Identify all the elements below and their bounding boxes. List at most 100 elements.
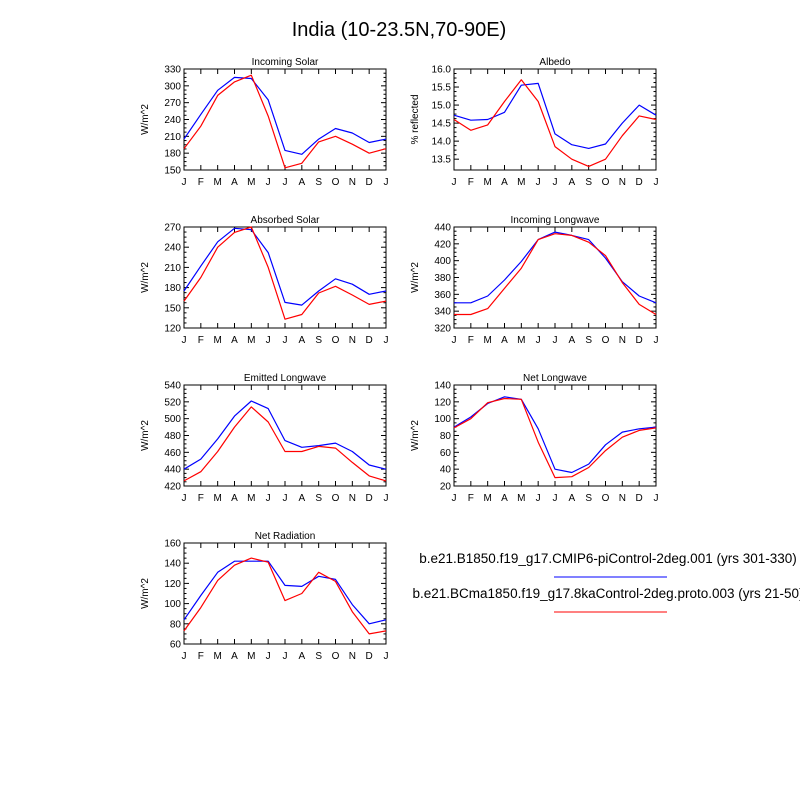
y-tick-label: 80 <box>440 431 452 442</box>
x-tick-label: S <box>585 493 592 504</box>
y-tick-label: 80 <box>170 619 182 630</box>
x-tick-label: M <box>247 493 255 504</box>
x-tick-label: M <box>247 177 255 188</box>
y-tick-label: 540 <box>164 381 181 392</box>
y-tick-label: 160 <box>164 539 181 550</box>
panel-incoming-solar: Incoming SolarW/m^2150180210240270300330… <box>140 57 389 188</box>
y-tick-label: 15.5 <box>432 83 452 94</box>
x-tick-label: M <box>247 335 255 346</box>
x-tick-label: J <box>384 177 389 188</box>
x-tick-label: S <box>315 177 322 188</box>
series-line-2 <box>184 75 386 168</box>
x-tick-label: D <box>366 335 373 346</box>
x-tick-label: A <box>568 335 575 346</box>
x-tick-label: S <box>315 335 322 346</box>
y-axis-label: W/m^2 <box>410 262 421 293</box>
y-tick-label: 420 <box>434 239 451 250</box>
x-tick-label: J <box>452 493 457 504</box>
y-tick-label: 120 <box>164 579 181 590</box>
x-tick-label: A <box>231 177 238 188</box>
x-tick-label: M <box>517 177 525 188</box>
x-tick-label: J <box>536 177 541 188</box>
y-tick-label: 15.0 <box>432 101 452 112</box>
x-tick-label: J <box>283 177 288 188</box>
x-tick-label: A <box>298 335 305 346</box>
x-tick-label: S <box>585 335 592 346</box>
x-tick-label: D <box>366 651 373 662</box>
y-tick-label: 40 <box>440 465 452 476</box>
x-tick-label: J <box>654 493 659 504</box>
y-tick-label: 14.0 <box>432 137 452 148</box>
x-tick-label: A <box>298 651 305 662</box>
x-tick-label: J <box>553 493 558 504</box>
figure-title: India (10-23.5N,70-90E) <box>292 19 507 41</box>
x-tick-label: M <box>213 335 221 346</box>
x-tick-label: J <box>654 335 659 346</box>
x-tick-label: A <box>501 177 508 188</box>
x-tick-label: J <box>452 335 457 346</box>
x-tick-label: J <box>654 177 659 188</box>
x-tick-label: F <box>198 177 204 188</box>
panel-title: Net Longwave <box>523 373 587 384</box>
y-axis-label: W/m^2 <box>410 420 421 451</box>
x-tick-label: J <box>283 335 288 346</box>
x-tick-label: D <box>636 493 643 504</box>
series-line-2 <box>454 399 656 478</box>
x-tick-label: N <box>349 335 356 346</box>
y-tick-label: 440 <box>434 223 451 234</box>
panel-title: Incoming Solar <box>252 57 319 68</box>
x-tick-label: J <box>266 335 271 346</box>
x-tick-label: S <box>585 177 592 188</box>
x-tick-label: M <box>213 177 221 188</box>
panel-albedo: Albedo% reflected13.514.014.515.015.516.… <box>410 57 659 188</box>
plot-frame <box>184 543 386 644</box>
x-tick-label: O <box>332 335 340 346</box>
series-line-2 <box>184 227 386 319</box>
y-tick-label: 120 <box>434 397 451 408</box>
x-tick-label: A <box>298 177 305 188</box>
x-tick-label: D <box>366 493 373 504</box>
y-tick-label: 60 <box>440 448 452 459</box>
y-tick-label: 340 <box>434 307 451 318</box>
x-tick-label: M <box>483 335 491 346</box>
x-tick-label: J <box>384 335 389 346</box>
y-tick-label: 240 <box>164 115 181 126</box>
x-tick-label: N <box>349 493 356 504</box>
y-tick-label: 440 <box>164 465 181 476</box>
x-tick-label: F <box>468 177 474 188</box>
x-tick-label: J <box>182 177 187 188</box>
y-tick-label: 140 <box>434 381 451 392</box>
y-tick-label: 13.5 <box>432 155 452 166</box>
series-line-1 <box>184 561 386 624</box>
x-tick-label: J <box>553 335 558 346</box>
x-tick-label: O <box>332 177 340 188</box>
series-line-2 <box>454 234 656 315</box>
y-tick-label: 460 <box>164 448 181 459</box>
x-tick-label: M <box>483 177 491 188</box>
y-tick-label: 140 <box>164 559 181 570</box>
x-tick-label: O <box>602 335 610 346</box>
y-axis-label: W/m^2 <box>140 578 151 609</box>
y-tick-label: 100 <box>164 599 181 610</box>
x-tick-label: O <box>332 651 340 662</box>
legend: b.e21.B1850.f19_g17.CMIP6-piControl-2deg… <box>413 551 800 612</box>
y-tick-label: 300 <box>164 81 181 92</box>
x-tick-label: M <box>213 651 221 662</box>
x-tick-label: A <box>568 177 575 188</box>
y-tick-label: 330 <box>164 65 181 76</box>
panel-title: Net Radiation <box>255 531 316 542</box>
x-tick-label: J <box>266 651 271 662</box>
y-tick-label: 20 <box>440 482 452 493</box>
x-tick-label: J <box>283 651 288 662</box>
series-line-2 <box>184 558 386 634</box>
x-tick-label: J <box>536 335 541 346</box>
y-axis-label: W/m^2 <box>140 104 151 135</box>
x-tick-label: M <box>517 335 525 346</box>
y-tick-label: 150 <box>164 303 181 314</box>
x-tick-label: O <box>332 493 340 504</box>
y-tick-label: 150 <box>164 166 181 177</box>
x-tick-label: F <box>198 651 204 662</box>
series-line-1 <box>454 83 656 148</box>
y-tick-label: 270 <box>164 223 181 234</box>
